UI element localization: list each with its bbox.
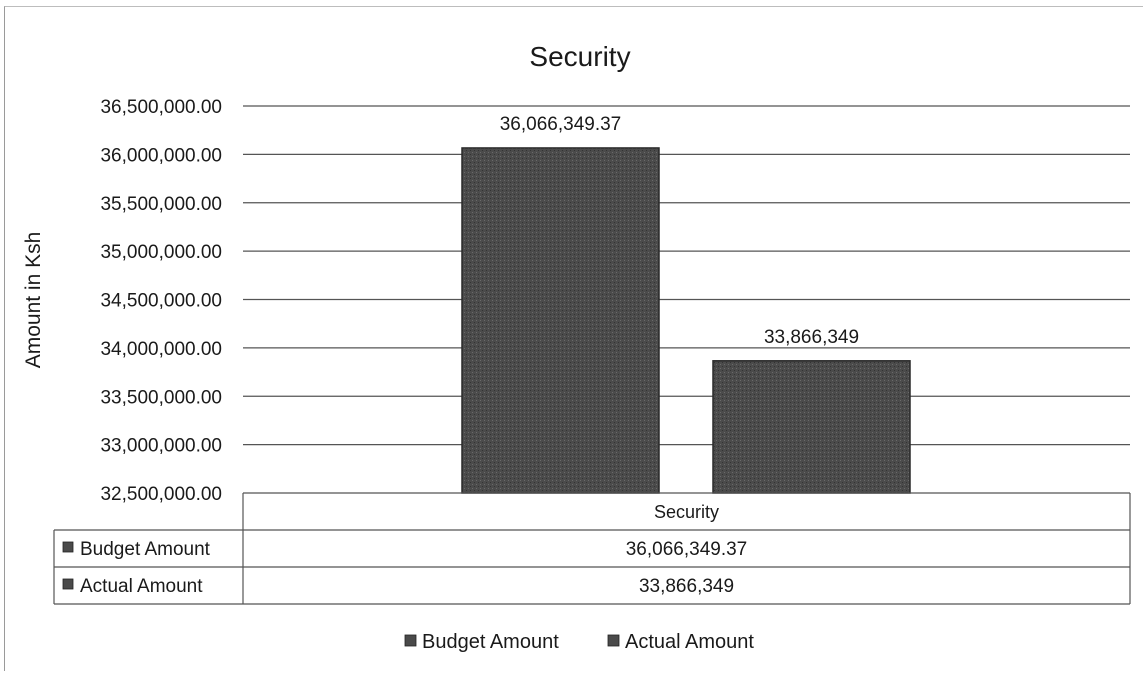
bar-data-labels: 36,066,349.37 33,866,349 (500, 114, 859, 348)
table-header: Security (654, 502, 719, 522)
table-row-value: 33,866,349 (639, 576, 734, 597)
bar-data-label: 33,866,349 (764, 327, 859, 348)
bars (461, 147, 911, 494)
y-tick-label: 35,500,000.00 (100, 194, 222, 215)
legend-swatch (404, 634, 417, 647)
bar-data-label: 36,066,349.37 (500, 114, 622, 135)
y-tick-label: 34,000,000.00 (100, 339, 222, 360)
y-tick-label: 36,000,000.00 (100, 145, 222, 166)
table-legend-key (62, 578, 74, 590)
data-table: Security Budget Amount 36,066,349.37 Actual… (53, 492, 1131, 605)
table-legend-key (62, 541, 74, 553)
table-row-label: Budget Amount (80, 539, 211, 560)
y-tick-label: 33,000,000.00 (100, 436, 222, 457)
legend-entry: Actual Amount (625, 631, 754, 653)
chart-frame (4, 6, 1143, 671)
y-tick-label: 34,500,000.00 (100, 291, 222, 312)
chart-title: Security (529, 41, 630, 72)
y-axis-label: Amount in Ksh (22, 232, 45, 369)
legend: Budget Amount Actual Amount (404, 631, 754, 653)
y-tick-label: 33,500,000.00 (100, 387, 222, 408)
bar-budget-amount (461, 147, 660, 494)
legend-swatch (607, 634, 620, 647)
y-tick-label: 36,500,000.00 (100, 97, 222, 118)
legend-entry: Budget Amount (422, 631, 559, 653)
y-axis-ticks: 32,500,000.00 33,000,000.00 33,500,000.00 3… (100, 97, 222, 505)
y-tick-label: 35,000,000.00 (100, 242, 222, 263)
table-row-label: Actual Amount (80, 576, 203, 597)
table-row-value: 36,066,349.37 (626, 539, 748, 560)
y-tick-label: 32,500,000.00 (100, 484, 222, 505)
bar-actual-amount (712, 360, 911, 494)
gridlines (243, 105, 1130, 446)
